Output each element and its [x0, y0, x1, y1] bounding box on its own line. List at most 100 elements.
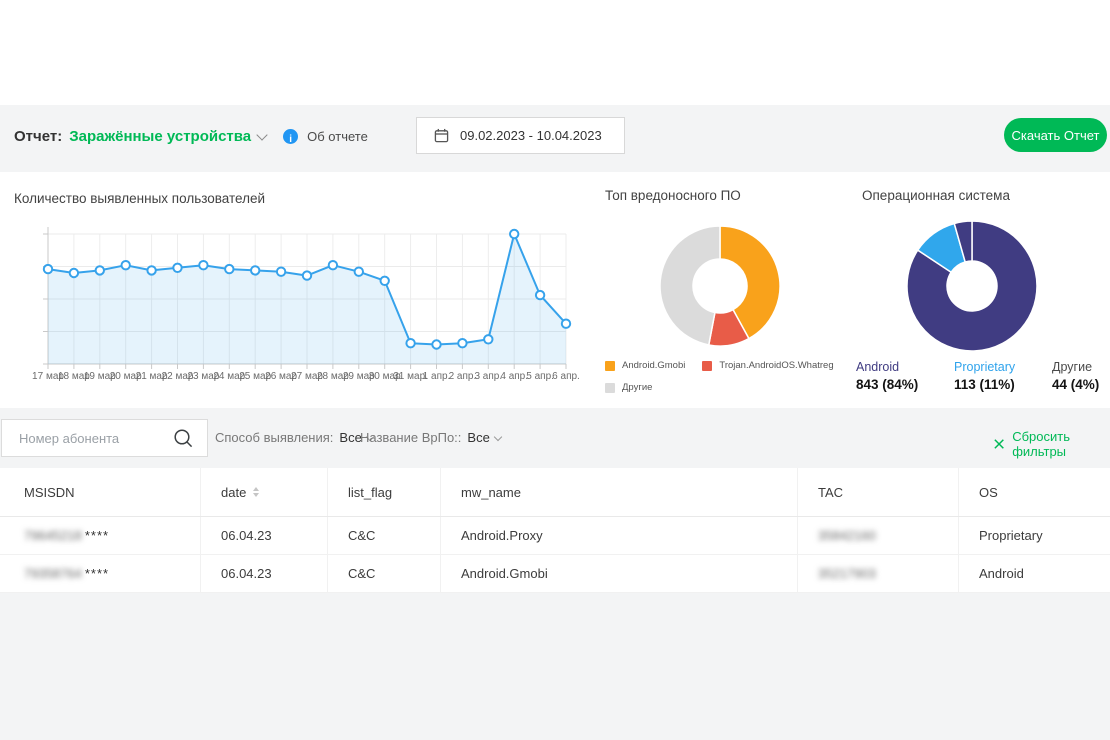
data-point — [510, 230, 518, 238]
data-point — [355, 268, 363, 276]
malware-donut-chart — [636, 202, 804, 370]
report-label: Отчет: — [14, 128, 62, 145]
search-icon — [173, 428, 194, 449]
table-cell: Android — [958, 555, 1110, 592]
data-point — [277, 268, 285, 276]
calendar-icon — [434, 128, 449, 143]
x-axis-label: 2 апр. — [449, 371, 477, 382]
donut-slice — [660, 226, 720, 345]
close-icon — [994, 438, 1004, 450]
malware-legend: Android.Gmobi Trojan.AndroidOS.Whatreg Дру… — [605, 360, 880, 393]
x-axis-label: 3 апр. — [474, 371, 502, 382]
infected-devices-dashboard: Отчет: Заражённые устройства Об отчете 0… — [0, 0, 1110, 740]
reset-filters-label: Сбросить фильтры — [1012, 429, 1110, 459]
legend-swatch — [702, 361, 712, 371]
data-point — [122, 261, 130, 269]
data-point — [484, 335, 492, 343]
table-header-row: MSISDNdatelist_flagmw_nameTACOS — [0, 468, 1110, 517]
report-bar: Отчет: Заражённые устройства Об отчете — [14, 126, 368, 146]
legend-swatch — [605, 361, 615, 371]
malware-chart-title: Топ вредоносного ПО — [605, 188, 741, 203]
chevron-down-icon — [256, 129, 267, 140]
os-stat-label: Другие — [1052, 360, 1099, 374]
os-stat: Другие44 (4%) — [1052, 360, 1099, 392]
charts-card: Количество выявленных пользователей 17 м… — [0, 172, 1110, 408]
data-point — [173, 264, 181, 272]
results-table: MSISDNdatelist_flagmw_nameTACOS 79645218… — [0, 468, 1110, 593]
chevron-down-icon — [494, 432, 502, 440]
os-stat-label: Proprietary — [954, 360, 1052, 374]
filter-detection-method[interactable]: Способ выявления: Все — [215, 430, 373, 445]
info-icon[interactable] — [283, 129, 298, 144]
table-cell: 79645218**** — [0, 517, 200, 554]
column-header-list_flag: list_flag — [327, 468, 440, 516]
os-stat-value: 113 (11%) — [954, 377, 1052, 392]
data-point — [251, 266, 259, 274]
table-cell: Proprietary — [958, 517, 1110, 554]
data-point — [96, 266, 104, 274]
detection-filter-label: Способ выявления: — [215, 430, 333, 445]
report-selector[interactable]: Заражённые устройства — [69, 128, 266, 145]
x-axis-label: 4 апр. — [500, 371, 528, 382]
column-header-date[interactable]: date — [200, 468, 327, 516]
date-range-picker[interactable]: 09.02.2023 - 10.04.2023 — [416, 117, 625, 154]
data-point — [381, 277, 389, 285]
detection-filter-value: Все — [339, 430, 361, 445]
filter-malware-name[interactable]: Название ВрПо:: Все — [360, 430, 501, 445]
line-chart-title: Количество выявленных пользователей — [14, 191, 265, 206]
data-point — [303, 271, 311, 279]
legend-label: Android.Gmobi — [622, 360, 685, 371]
os-chart-title: Операционная система — [862, 188, 1010, 203]
data-point — [562, 320, 570, 328]
data-point — [199, 261, 207, 269]
legend-label: Другие — [622, 382, 652, 393]
table-cell: 79358764**** — [0, 555, 200, 592]
os-stat: Proprietary 113 (11%) — [954, 360, 1052, 392]
about-report-link[interactable]: Об отчете — [307, 129, 368, 144]
table-cell: C&C — [327, 517, 440, 554]
malware-filter-value: Все — [467, 430, 489, 445]
table-body: 79645218****06.04.23C&CAndroid.Proxy3584… — [0, 517, 1110, 593]
os-stats: Android 843 (84%)Proprietary 113 (11%)Друг… — [856, 360, 1099, 392]
x-axis-label: 6 апр. — [552, 371, 580, 382]
column-header-msisdn: MSISDN — [0, 468, 200, 516]
reset-filters-button[interactable]: Сбросить фильтры — [994, 429, 1110, 459]
os-stat-label: Android — [856, 360, 954, 374]
table-row: 79645218****06.04.23C&CAndroid.Proxy3584… — [0, 517, 1110, 555]
data-point — [44, 265, 52, 273]
data-point — [406, 339, 414, 347]
legend-item: Другие — [605, 382, 652, 393]
legend-item: Trojan.AndroidOS.Whatreg — [702, 360, 833, 371]
table-cell: Android.Gmobi — [440, 555, 797, 592]
column-header-os: OS — [958, 468, 1110, 516]
data-point — [432, 340, 440, 348]
table-cell: Android.Proxy — [440, 517, 797, 554]
subscriber-search-box — [1, 419, 208, 457]
date-range-value: 09.02.2023 - 10.04.2023 — [460, 128, 602, 143]
data-point — [329, 261, 337, 269]
data-point — [147, 266, 155, 274]
table-cell: 06.04.23 — [200, 555, 327, 592]
data-point — [536, 291, 544, 299]
legend-label: Trojan.AndroidOS.Whatreg — [719, 360, 833, 371]
column-header-mw_name: mw_name — [440, 468, 797, 516]
search-input[interactable] — [17, 430, 173, 447]
sort-icon — [253, 487, 259, 497]
os-stat-value: 843 (84%) — [856, 377, 954, 392]
data-point — [458, 339, 466, 347]
data-point — [225, 265, 233, 273]
download-report-button[interactable]: Скачать Отчет — [1004, 118, 1107, 152]
table-cell: 35217903 — [797, 555, 958, 592]
table-row: 79358764****06.04.23C&CAndroid.Gmobi3521… — [0, 555, 1110, 593]
os-stat: Android 843 (84%) — [856, 360, 954, 392]
table-cell: C&C — [327, 555, 440, 592]
table-cell: 35842160 — [797, 517, 958, 554]
x-axis-label: 1 апр. — [423, 371, 451, 382]
x-axis-label: 5 апр. — [526, 371, 554, 382]
legend-swatch — [605, 383, 615, 393]
os-donut-chart — [888, 202, 1056, 370]
data-point — [70, 269, 78, 277]
malware-filter-label: Название ВрПо:: — [360, 430, 461, 445]
table-cell: 06.04.23 — [200, 517, 327, 554]
report-name: Заражённые устройства — [69, 128, 251, 145]
